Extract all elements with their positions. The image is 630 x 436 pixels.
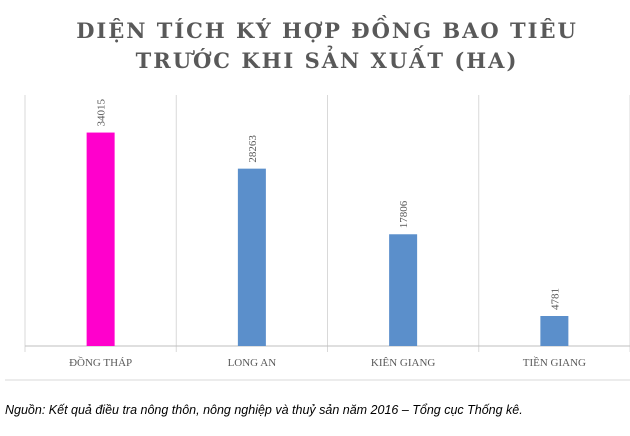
x-tick-label: TIỀN GIANG [523,356,586,369]
source-note: Nguồn: Kết quả điều tra nông thôn, nông … [5,403,523,417]
chart-title: DIỆN TÍCH KÝ HỢP ĐỒNG BAO TIÊU [76,16,578,43]
x-tick-label: KIÊN GIANG [371,357,436,369]
bar [389,234,418,346]
x-tick-label: ĐỒNG THÁP [69,356,132,369]
data-label: 34015 [96,99,108,127]
data-label: 28263 [247,135,259,163]
data-label: 4781 [549,288,561,310]
chart-title: TRƯỚC KHI SẢN XUẤT (HA) [136,46,519,73]
bar [540,315,569,346]
data-label: 17806 [398,200,410,228]
bar [237,168,266,346]
bar [86,132,115,346]
x-tick-label: LONG AN [228,357,277,369]
